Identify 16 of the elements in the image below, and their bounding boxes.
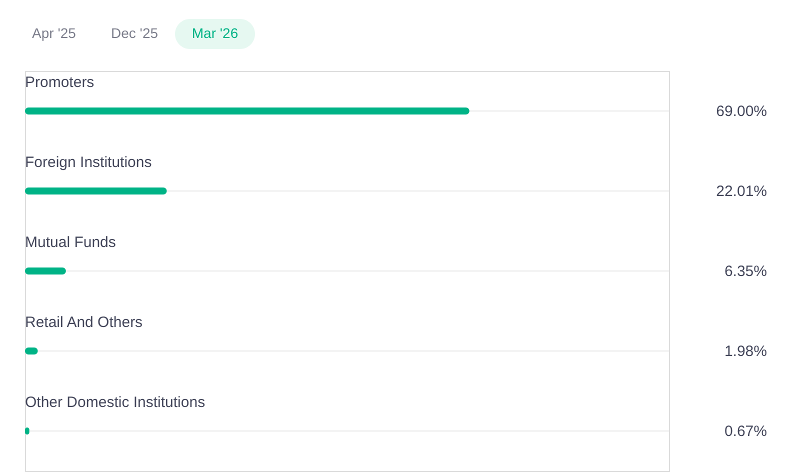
y-tick-label: Other Domestic Institutions xyxy=(25,394,206,411)
bar xyxy=(25,108,470,114)
y-tick-label: Promoters xyxy=(25,74,94,91)
data-label: 22.01% xyxy=(716,183,767,200)
bar xyxy=(25,268,66,274)
text: Dec '25 xyxy=(110,25,158,41)
y-tick-label: Foreign Institutions xyxy=(25,154,152,171)
y-tick-label: Retail And Others xyxy=(25,314,143,331)
data-label: 0.67% xyxy=(724,423,767,440)
data-label: 69.00% xyxy=(716,103,767,120)
text: Mar '26 xyxy=(192,25,238,41)
y-tick-label: Mutual Funds xyxy=(25,234,116,251)
data-label: 6.35% xyxy=(724,263,767,280)
bar xyxy=(25,188,167,194)
text: Apr '25 xyxy=(32,25,76,41)
data-label: 1.98% xyxy=(724,343,767,360)
